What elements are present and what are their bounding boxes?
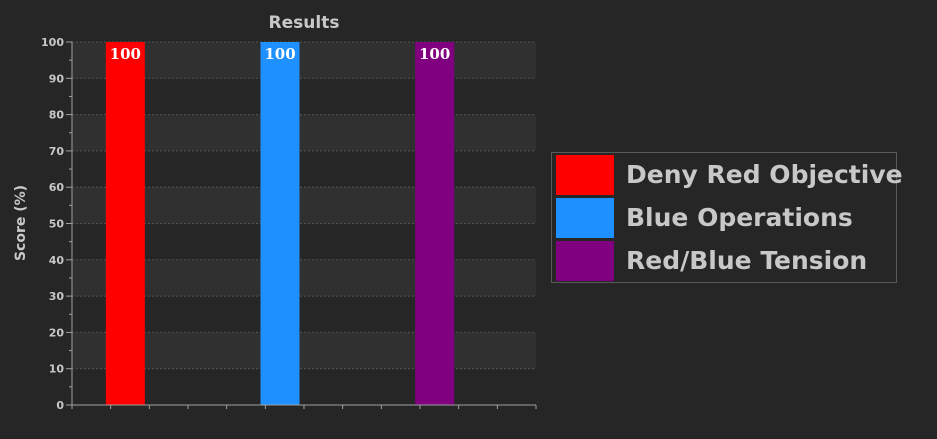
x-axis-ticks xyxy=(71,405,537,409)
y-tick-label: 100 xyxy=(41,36,64,49)
y-tick-label: 50 xyxy=(49,218,65,231)
bar-deny-red-objective xyxy=(105,42,145,405)
grid-band xyxy=(72,332,536,369)
bar-value-label-blue-operations: 100 xyxy=(264,45,295,63)
y-tick-label: 40 xyxy=(49,254,65,267)
y-axis-label: Score (%) xyxy=(13,185,29,261)
bars: 100 100 100 xyxy=(105,42,455,405)
bar-blue-operations xyxy=(260,42,300,405)
legend-item-red-blue-tension: Red/Blue Tension xyxy=(556,239,896,282)
chart-title: Results xyxy=(269,13,340,33)
chart-legend: Deny Red Objective Blue Operations Red/B… xyxy=(551,152,903,283)
grid-band xyxy=(72,187,536,224)
grid-band xyxy=(72,42,536,79)
legend-item-blue-operations: Blue Operations xyxy=(556,196,896,239)
y-tick-label: 30 xyxy=(49,290,65,303)
y-tick-label: 90 xyxy=(49,72,65,85)
y-tick-label: 20 xyxy=(49,326,65,339)
legend-item-deny-red-objective: Deny Red Objective xyxy=(556,153,903,196)
grid-band xyxy=(72,114,536,151)
y-tick-label: 0 xyxy=(56,399,64,412)
legend-swatch-red-blue-tension xyxy=(556,240,614,281)
grid-lines xyxy=(72,41,536,370)
y-tick-label: 70 xyxy=(49,145,65,158)
y-tick-label: 80 xyxy=(49,109,65,122)
grid-band xyxy=(72,259,536,297)
y-axis-ticks: 0 10 20 30 40 50 60 70 80 90 100 xyxy=(41,36,72,412)
y-tick-label: 60 xyxy=(49,181,65,194)
legend-swatch-blue-operations xyxy=(556,197,614,238)
plot-background xyxy=(72,42,536,369)
y-tick-label: 10 xyxy=(49,363,65,376)
bar-value-label-deny-red-objective: 100 xyxy=(110,45,141,63)
legend-swatch-deny-red-objective xyxy=(556,154,614,195)
bar-value-label-red-blue-tension: 100 xyxy=(419,45,450,63)
legend-label-blue-operations: Blue Operations xyxy=(626,203,853,232)
bar-red-blue-tension xyxy=(415,42,455,405)
legend-label-red-blue-tension: Red/Blue Tension xyxy=(626,246,868,275)
legend-label-deny-red-objective: Deny Red Objective xyxy=(626,160,903,189)
